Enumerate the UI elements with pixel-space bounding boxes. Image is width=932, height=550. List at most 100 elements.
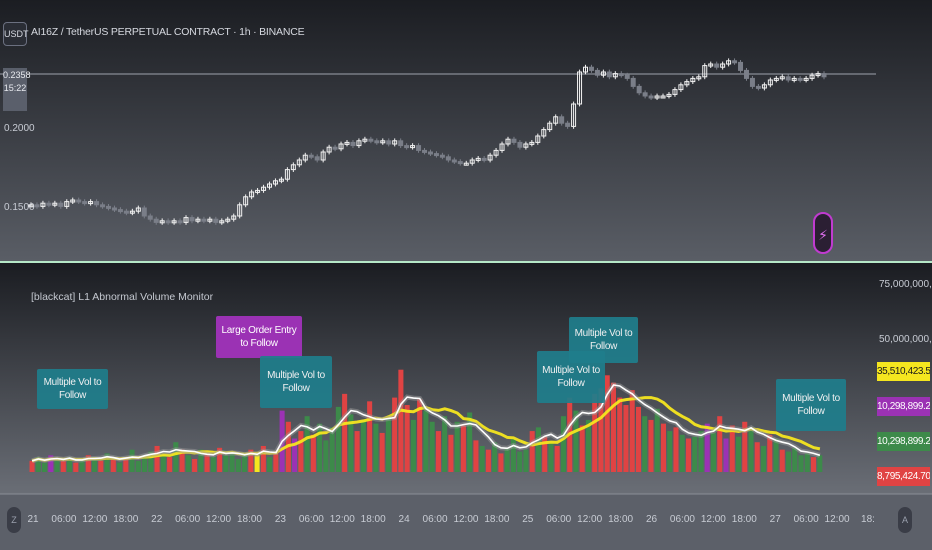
volume-bar [173, 442, 179, 472]
volume-bar [760, 445, 767, 472]
candle [356, 140, 362, 147]
candle [422, 149, 428, 153]
volume-bar [504, 447, 510, 472]
candle [565, 122, 571, 127]
volume-bar [542, 436, 548, 472]
volume-bar [642, 416, 648, 472]
volume-bar [717, 416, 723, 472]
chart-title: AI16Z / TetherUS PERPETUAL CONTRACT · 1h… [31, 26, 305, 38]
zoom-left-button[interactable]: Z [7, 507, 21, 533]
candle [290, 164, 296, 171]
volume-bar [804, 453, 810, 472]
current-price-badge: 0.2358 15:22 [3, 68, 31, 111]
volume-bar [685, 438, 692, 472]
candle [690, 77, 696, 83]
volume-bar [73, 462, 79, 472]
candle [195, 218, 201, 222]
volume-axis-label: 75,000,000,000 [879, 279, 932, 290]
volume-bar [435, 431, 441, 472]
candle [398, 140, 404, 147]
volume-bar [373, 423, 379, 472]
candle [338, 143, 344, 150]
candle [678, 84, 684, 91]
candle [594, 69, 600, 76]
volume-bar [448, 434, 454, 472]
volume-bar [723, 438, 729, 472]
candle [380, 140, 386, 144]
time-tick-label: 06:00 [51, 514, 77, 525]
volume-bar [742, 421, 748, 472]
volume-bar [785, 451, 792, 472]
candle [404, 145, 410, 149]
candle [82, 201, 88, 205]
volume-bar [623, 405, 629, 472]
volume-bar [398, 369, 404, 472]
time-tick-label: 12:00 [329, 514, 355, 525]
candle [368, 138, 374, 142]
candle [708, 63, 714, 67]
volume-bar [654, 408, 660, 472]
candle [445, 156, 451, 161]
candle [499, 143, 505, 151]
time-tick-label: 22 [151, 514, 163, 525]
signal-label: Multiple Vol to Follow [37, 369, 108, 409]
volume-bar [67, 457, 73, 472]
time-tick-label: 06:00 [669, 514, 695, 525]
volume-bar [167, 457, 173, 472]
candle [654, 95, 660, 99]
candle [40, 202, 46, 207]
volume-axis-label: 50,000,000,000 [879, 334, 932, 345]
volume-bar [735, 436, 742, 472]
candle [571, 103, 577, 127]
candle [308, 154, 314, 158]
candle [755, 85, 761, 89]
candle [612, 73, 618, 78]
volume-bar [517, 451, 523, 472]
candle [266, 183, 272, 188]
candle [386, 140, 392, 145]
candle [416, 145, 422, 151]
volume-bar [467, 412, 473, 472]
volume-bar [429, 421, 435, 472]
candle [362, 138, 368, 142]
time-tick-label: 06:00 [298, 514, 324, 525]
volume-bar [473, 440, 479, 472]
price-axis-label: 0.2000 [4, 123, 35, 134]
current-price-value: 0.2358 [3, 70, 31, 80]
volume-bar [792, 447, 798, 472]
volume-bar [154, 445, 160, 472]
volume-bar [242, 453, 248, 472]
volume-bar [248, 449, 254, 472]
candle [374, 140, 380, 144]
volume-bar [598, 388, 604, 472]
auto-scale-button[interactable]: A [898, 507, 912, 533]
lightning-icon[interactable]: ⚡ [813, 212, 833, 254]
candle [410, 145, 416, 149]
volume-bar [48, 455, 54, 472]
candle [147, 215, 153, 220]
volume-bar [748, 427, 754, 472]
volume-bar [117, 462, 123, 472]
candle [588, 66, 594, 71]
volume-bar [392, 397, 398, 472]
indicator-lines-group [31, 382, 821, 464]
candle [529, 141, 535, 145]
candle [439, 154, 445, 158]
volume-bar [610, 382, 616, 472]
candle [243, 196, 249, 206]
volume-bar [604, 375, 610, 472]
candle [249, 191, 255, 198]
currency-badge[interactable]: USDT [3, 22, 29, 46]
candle [726, 60, 732, 65]
candle [559, 116, 565, 124]
volume-bar [492, 442, 498, 472]
volume-bar [110, 458, 116, 472]
volume-bar [54, 458, 60, 472]
time-tick-label: 18:00 [113, 514, 139, 525]
volume-bar [479, 445, 485, 472]
candle [583, 66, 589, 73]
signal-label: Multiple Vol to Follow [260, 356, 332, 408]
volume-bar [210, 457, 216, 472]
volume-bar [267, 457, 273, 472]
candle [213, 218, 219, 223]
